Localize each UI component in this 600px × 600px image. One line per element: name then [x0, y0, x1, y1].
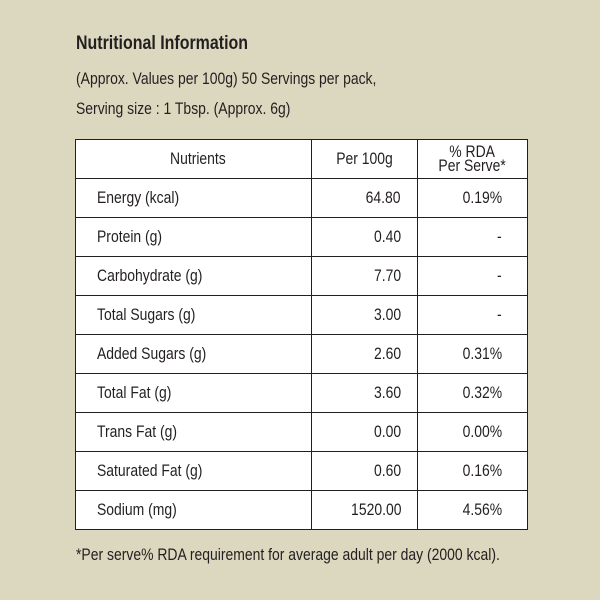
table-row: Carbohydrate (g) 7.70- [75, 256, 528, 296]
per-100g-value: 0.00 [311, 412, 418, 452]
table-row: Total Fat (g) 3.60 0.32% [75, 373, 528, 413]
nutrient-name: Added Sugars (g) [75, 334, 312, 374]
per-100g-value: 3.60 [311, 373, 418, 413]
per-100g-value: 0.40 [311, 217, 418, 257]
rda-value: 0.16% [417, 451, 528, 491]
footnote: *Per serve% RDA requirement for average … [76, 545, 500, 564]
nutrient-name: Energy (kcal) [75, 178, 312, 218]
rda-value: 0.32% [417, 373, 528, 413]
header-rda-per-serve: % RDA Per Serve* [417, 139, 528, 179]
subtitle-servings: (Approx. Values per 100g) 50 Servings pe… [76, 69, 377, 88]
rda-value: 4.56% [417, 490, 528, 530]
nutrient-name: Protein (g) [75, 217, 312, 257]
table-row: Protein (g) 0.40- [75, 217, 528, 257]
nutrient-name: Trans Fat (g) [75, 412, 312, 452]
header-per-100g: Per 100g [311, 139, 418, 179]
per-100g-value: 2.60 [311, 334, 418, 374]
rda-value: 0.00% [417, 412, 528, 452]
table-row: Total Sugars (g) 3.00- [75, 295, 528, 335]
nutrient-name: Saturated Fat (g) [75, 451, 312, 491]
subtitle-serving-size: Serving size : 1 Tbsp. (Approx. 6g) [76, 99, 291, 118]
rda-value: 0.31% [417, 334, 528, 374]
nutrient-name: Carbohydrate (g) [75, 256, 312, 296]
rda-value: - [417, 217, 528, 257]
per-100g-value: 0.60 [311, 451, 418, 491]
table-row: Trans Fat (g) 0.00 0.00% [75, 412, 528, 452]
nutrient-name: Total Sugars (g) [75, 295, 312, 335]
rda-value: 0.19% [417, 178, 528, 218]
table-row: Sodium (mg) 1520.00 4.56% [75, 490, 528, 530]
per-100g-value: 1520.00 [311, 490, 418, 530]
table-row: Added Sugars (g) 2.60 0.31% [75, 334, 528, 374]
rda-value: - [417, 256, 528, 296]
nutrient-name: Sodium (mg) [75, 490, 312, 530]
rda-value: - [417, 295, 528, 335]
per-100g-value: 7.70 [311, 256, 418, 296]
table-row: Saturated Fat (g) 0.60 0.16% [75, 451, 528, 491]
per-100g-value: 64.80 [311, 178, 418, 218]
nutrient-name: Total Fat (g) [75, 373, 312, 413]
table-header-row: Nutrients Per 100g % RDA Per Serve* [75, 139, 528, 179]
nutrition-table: Nutrients Per 100g % RDA Per Serve* Energ… [75, 139, 528, 530]
table-row: Energy (kcal) 64.80 0.19% [75, 178, 528, 218]
header-nutrients: Nutrients [75, 139, 312, 179]
panel-title: Nutritional Information [76, 33, 249, 54]
per-100g-value: 3.00 [311, 295, 418, 335]
